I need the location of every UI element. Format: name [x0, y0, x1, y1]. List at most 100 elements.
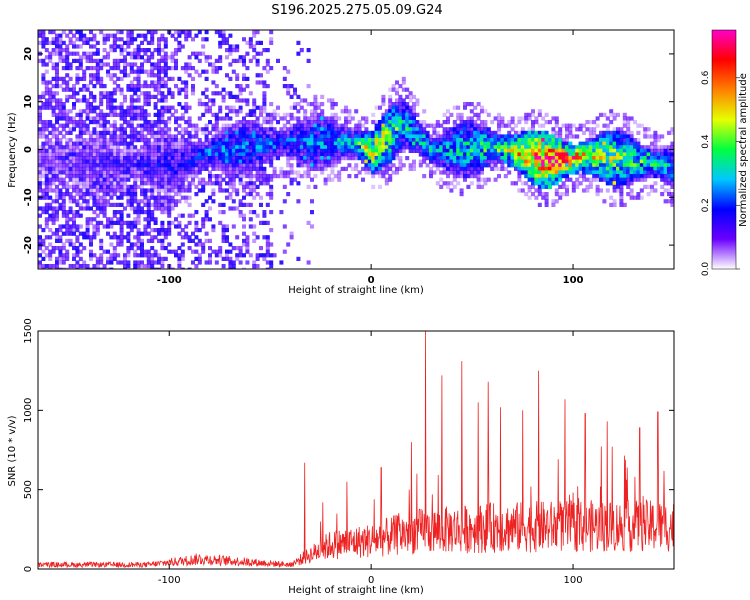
- spectrogram-cell: [109, 33, 114, 38]
- spectrogram-cell: [429, 152, 433, 157]
- spectrogram-cell: [143, 264, 148, 269]
- spectrogram-cell: [378, 138, 382, 143]
- spectrogram-cell: [112, 156, 117, 161]
- spectrogram-cell: [187, 181, 192, 186]
- spectrogram-cell: [102, 138, 107, 143]
- spectrogram-cell: [408, 123, 413, 128]
- spectrogram-cell: [381, 120, 386, 125]
- spectrogram-cell: [248, 44, 253, 49]
- spectrogram-cell: [435, 159, 440, 164]
- x-tick-label: 0: [368, 275, 375, 286]
- spectrogram-cell: [248, 210, 253, 215]
- spectrogram-cell: [55, 116, 59, 121]
- spectrogram-cell: [514, 166, 518, 171]
- spectrogram-cell: [180, 235, 185, 240]
- spectrogram-cell: [184, 141, 189, 146]
- spectrogram-cell: [527, 184, 532, 189]
- spectrogram-cell: [167, 156, 172, 161]
- spectrogram-cell: [95, 206, 100, 211]
- spectrogram-cell: [201, 156, 206, 161]
- spectrogram-cell: [245, 102, 250, 107]
- spectrogram-cell: [531, 184, 535, 189]
- spectrogram-cell: [197, 188, 202, 193]
- spectrogram-cell: [133, 156, 138, 161]
- spectrogram-cell: [558, 177, 563, 182]
- spectrogram-cell: [422, 152, 427, 157]
- spectrogram-cell: [558, 156, 563, 161]
- spectrogram-cell: [415, 134, 420, 139]
- spectrogram-cell: [55, 66, 59, 71]
- spectrogram-cell: [214, 66, 219, 71]
- spectrogram-cell: [544, 134, 549, 139]
- spectrogram-cell: [116, 253, 121, 258]
- spectrogram-cell: [61, 177, 66, 182]
- spectrogram-cell: [616, 181, 620, 186]
- spectrogram-cell: [48, 120, 53, 125]
- spectrogram-cell: [146, 120, 151, 125]
- spectrogram-cell: [146, 127, 151, 132]
- spectrogram-cell: [143, 134, 148, 139]
- spectrogram-cell: [262, 94, 267, 99]
- spectrogram-cell: [565, 138, 569, 143]
- spectrogram-cell: [143, 181, 148, 186]
- spectrogram-cell: [146, 91, 151, 96]
- spectrogram-cell: [133, 69, 138, 74]
- spectrogram-cell: [463, 166, 467, 171]
- spectrogram-cell: [503, 134, 508, 139]
- spectrogram-cell: [333, 163, 338, 168]
- spectrogram-cell: [82, 33, 87, 38]
- spectrogram-cell: [153, 184, 158, 189]
- spectrogram-cell: [269, 127, 274, 132]
- spectrogram-cell: [228, 170, 233, 175]
- spectrogram-cell: [153, 145, 158, 150]
- spectrogram-cell: [228, 123, 233, 128]
- spectrogram-cell: [48, 51, 53, 56]
- spectrogram-cell: [418, 134, 423, 139]
- spectrogram-cell: [619, 145, 624, 150]
- spectrogram-cell: [99, 148, 104, 153]
- spectrogram-cell: [204, 134, 209, 139]
- spectrogram-cell: [218, 145, 223, 150]
- spectrogram-cell: [252, 159, 257, 164]
- spectrogram-cell: [490, 145, 495, 150]
- spectrogram-cell: [136, 134, 141, 139]
- spectrogram-cell: [636, 195, 641, 200]
- spectrogram-cell: [235, 112, 240, 117]
- spectrogram-cell: [235, 166, 240, 171]
- spectrogram-cell: [544, 159, 549, 164]
- spectrogram-cell: [140, 156, 144, 161]
- spectrogram-cell: [493, 177, 498, 182]
- spectrogram-cell: [123, 256, 127, 261]
- spectrogram-cell: [347, 156, 352, 161]
- spectrogram-cell: [174, 174, 178, 179]
- spectrogram-cell: [112, 44, 117, 49]
- spectrogram-cell: [490, 120, 495, 125]
- spectrogram-cell: [299, 152, 304, 157]
- spectrogram-cell: [585, 156, 590, 161]
- spectrogram-cell: [238, 109, 243, 114]
- spectrogram-cell: [218, 177, 223, 182]
- spectrogram-cell: [119, 69, 124, 74]
- spectrogram-cell: [289, 84, 294, 89]
- spectrogram-cell: [578, 127, 583, 132]
- spectrogram-cell: [452, 145, 457, 150]
- spectrogram-cell: [367, 138, 372, 143]
- spectrogram-cell: [65, 249, 70, 254]
- spectrogram-cell: [554, 192, 559, 197]
- spectrogram-cell: [398, 156, 403, 161]
- spectrogram-cell: [269, 148, 274, 153]
- spectrogram-cell: [214, 148, 219, 153]
- spectrogram-cell: [480, 166, 484, 171]
- spectrogram-cell: [578, 156, 583, 161]
- spectrogram-cell: [486, 152, 491, 157]
- spectrogram-cell: [242, 145, 246, 150]
- spectrogram-cell: [184, 166, 189, 171]
- spectrogram-cell: [44, 210, 49, 215]
- spectrogram-cell: [204, 109, 209, 114]
- spectrogram-cell: [218, 105, 223, 110]
- spectrogram-cell: [119, 181, 124, 186]
- spectrogram-cell: [456, 166, 461, 171]
- spectrogram-cell: [616, 166, 620, 171]
- spectrogram-cell: [296, 134, 301, 139]
- spectrogram-cell: [245, 138, 250, 143]
